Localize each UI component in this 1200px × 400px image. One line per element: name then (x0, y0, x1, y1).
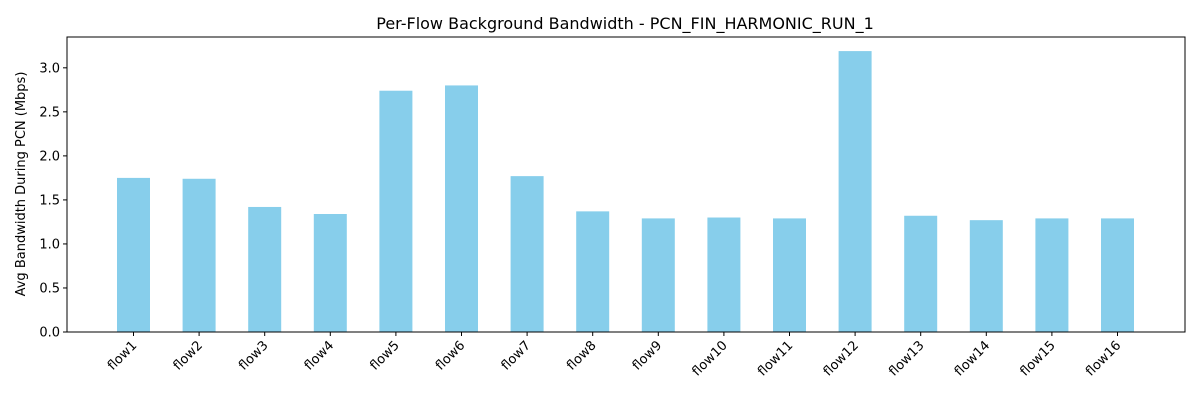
bar-flow8 (576, 211, 610, 332)
bar-flow7 (510, 176, 544, 332)
bar-flow9 (641, 218, 675, 332)
bar-flow2 (182, 178, 216, 332)
chart-title: Per-Flow Background Bandwidth - PCN_FIN_… (376, 14, 874, 34)
bar-flow1 (117, 177, 150, 332)
bar-flow12 (838, 51, 872, 333)
x-tick-label: flow9 (630, 338, 665, 373)
y-tick-label: 1.5 (39, 193, 60, 208)
y-tick-label: 0.5 (39, 281, 60, 296)
x-tick-label: flow3 (236, 338, 271, 373)
y-tick-label: 2.5 (39, 105, 60, 120)
bar-flow3 (248, 206, 282, 332)
bar-flow5 (379, 90, 413, 332)
bar-flow16 (1101, 218, 1134, 332)
x-tick-label: flow4 (302, 338, 337, 373)
bar-flow10 (707, 217, 741, 332)
plot-area: 0.0 0.5 1.0 1.5 2.0 2.5 3.0 flow1 flow2 flow3 flow… (39, 36, 1186, 379)
y-tick-label: 3.0 (39, 61, 60, 76)
y-tick-label: 0.0 (39, 326, 60, 341)
bar-flow11 (773, 218, 806, 332)
x-tick-label: flow5 (367, 338, 402, 373)
x-tick-label: flow2 (171, 338, 206, 373)
bar-flow4 (313, 214, 347, 332)
x-tick-label: flow12 (821, 338, 862, 379)
x-tick-label: flow7 (499, 338, 534, 373)
x-tick-label: flow1 (105, 338, 140, 373)
bar-flow13 (904, 215, 938, 332)
y-tick-label: 2.0 (39, 149, 60, 164)
x-tick-label: flow8 (564, 338, 599, 373)
bar-flow14 (969, 220, 1003, 332)
x-tick-label: flow14 (952, 338, 993, 379)
y-tick-label: 1.0 (39, 237, 60, 252)
x-tick-label: flow11 (755, 338, 796, 379)
bar-flow15 (1035, 218, 1069, 332)
x-tick-label: flow10 (689, 338, 730, 379)
y-axis-label: Avg Bandwidth During PCN (Mbps) (14, 72, 29, 297)
x-tick-label: flow13 (886, 338, 927, 379)
x-tick-label: flow6 (433, 338, 468, 373)
x-tick-label: flow16 (1083, 338, 1124, 379)
plot-frame (66, 36, 1186, 333)
x-tick-label: flow15 (1017, 338, 1058, 379)
bar-flow6 (445, 85, 478, 333)
